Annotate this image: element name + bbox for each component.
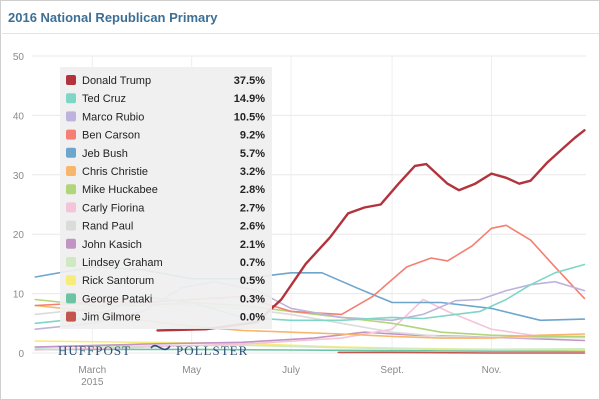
x-tick-label: May bbox=[182, 365, 201, 376]
legend-swatch-ted-cruz bbox=[66, 93, 76, 104]
legend-label-ted-cruz: Ted Cruz bbox=[82, 93, 126, 105]
y-tick-label: 50 bbox=[13, 52, 25, 63]
series-line-donald-trump[interactable] bbox=[156, 129, 586, 332]
legend-value-marco-rubio: 10.5% bbox=[234, 111, 265, 123]
legend-swatch-marco-rubio bbox=[66, 111, 76, 122]
legend-value-george-pataki: 0.3% bbox=[240, 293, 265, 305]
legend-label-john-kasich: John Kasich bbox=[82, 239, 142, 251]
legend-value-chris-christie: 3.2% bbox=[240, 166, 265, 178]
y-axis-ticks: 0 10 20 30 40 50 bbox=[13, 52, 25, 360]
legend-swatch-rand-paul bbox=[66, 220, 76, 231]
legend-swatch-john-kasich bbox=[66, 238, 76, 249]
y-tick-label: 30 bbox=[13, 171, 25, 182]
y-tick-label: 10 bbox=[13, 290, 25, 301]
series-line-lindsey-graham[interactable] bbox=[34, 344, 586, 351]
y-tick-label: 40 bbox=[13, 111, 25, 122]
legend-label-carly-fiorina: Carly Fiorina bbox=[82, 202, 145, 214]
watermark-huffpost: HUFFPOST bbox=[58, 343, 131, 358]
legend-label-mike-huckabee: Mike Huckabee bbox=[82, 184, 158, 196]
legend-label-rand-paul: Rand Paul bbox=[82, 221, 133, 233]
legend-label-ben-carson: Ben Carson bbox=[82, 130, 140, 142]
legend-label-chris-christie: Chris Christie bbox=[82, 166, 148, 178]
legend-swatch-jeb-bush bbox=[66, 147, 76, 158]
watermark-pollster: POLLSTER bbox=[176, 343, 248, 358]
x-tick-label: Sept. bbox=[380, 365, 403, 376]
legend-value-john-kasich: 2.1% bbox=[240, 239, 265, 251]
series-line-jim-gilmore[interactable] bbox=[337, 351, 586, 354]
legend-value-donald-trump: 37.5% bbox=[234, 75, 265, 87]
legend-swatch-chris-christie bbox=[66, 166, 76, 176]
legend-swatch-rick-santorum bbox=[66, 275, 76, 286]
x-tick-label: Nov. bbox=[482, 365, 502, 376]
legend-value-lindsey-graham: 0.7% bbox=[240, 257, 265, 269]
legend-swatch-george-pataki bbox=[66, 293, 76, 304]
title-divider bbox=[2, 33, 599, 34]
legend-swatch-mike-huckabee bbox=[66, 184, 76, 195]
watermark: HUFFPOST POLLSTER bbox=[58, 343, 248, 358]
legend-value-mike-huckabee: 2.8% bbox=[240, 184, 265, 196]
legend-swatch-lindsey-graham bbox=[66, 257, 76, 267]
legend-swatch-jim-gilmore bbox=[66, 311, 76, 322]
legend-value-ted-cruz: 14.9% bbox=[234, 93, 265, 105]
legend: Donald Trump 37.5% Ted Cruz 14.9% Marco Rubi… bbox=[60, 67, 272, 329]
series-line-carly-fiorina[interactable] bbox=[34, 298, 586, 351]
legend-label-george-pataki: George Pataki bbox=[82, 293, 152, 305]
legend-label-donald-trump: Donald Trump bbox=[82, 75, 151, 87]
legend-value-ben-carson: 9.2% bbox=[240, 130, 265, 142]
legend-label-lindsey-graham: Lindsey Graham bbox=[82, 257, 163, 269]
legend-value-jim-gilmore: 0.0% bbox=[240, 312, 265, 324]
legend-label-rick-santorum: Rick Santorum bbox=[82, 275, 154, 287]
x-tick-label: March bbox=[78, 365, 106, 376]
legend-value-rand-paul: 2.6% bbox=[240, 221, 265, 233]
legend-swatch-ben-carson bbox=[66, 129, 76, 140]
watermark-swoosh-icon bbox=[150, 344, 171, 351]
legend-swatch-donald-trump bbox=[66, 75, 76, 85]
legend-label-jim-gilmore: Jim Gilmore bbox=[82, 312, 141, 324]
legend-value-jeb-bush: 5.7% bbox=[240, 148, 265, 160]
legend-label-jeb-bush: Jeb Bush bbox=[82, 148, 128, 160]
legend-background bbox=[60, 67, 272, 329]
x-tick-label: July bbox=[282, 365, 300, 376]
y-tick-label: 0 bbox=[18, 349, 24, 360]
legend-swatch-carly-fiorina bbox=[66, 202, 76, 213]
legend-label-marco-rubio: Marco Rubio bbox=[82, 111, 144, 123]
x-tick-sublabel: 2015 bbox=[81, 377, 104, 388]
chart-title: 2016 National Republican Primary bbox=[8, 10, 218, 25]
legend-value-rick-santorum: 0.5% bbox=[240, 275, 265, 287]
y-tick-label: 20 bbox=[13, 230, 25, 241]
legend-value-carly-fiorina: 2.7% bbox=[240, 202, 265, 214]
